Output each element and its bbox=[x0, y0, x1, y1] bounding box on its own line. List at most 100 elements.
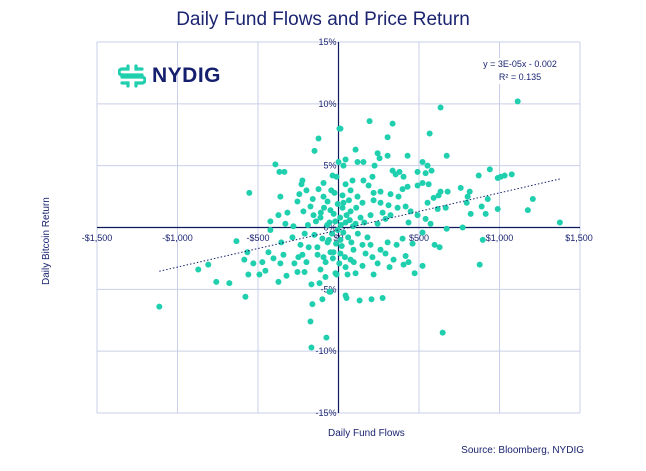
data-point bbox=[301, 230, 308, 237]
data-point bbox=[377, 188, 384, 195]
data-point bbox=[309, 196, 316, 203]
data-point bbox=[245, 271, 252, 278]
data-point bbox=[320, 193, 327, 200]
data-point bbox=[457, 184, 464, 191]
data-point bbox=[277, 260, 284, 267]
data-point bbox=[364, 234, 371, 241]
data-point bbox=[464, 193, 471, 200]
data-point bbox=[439, 329, 446, 336]
data-point bbox=[467, 210, 474, 217]
data-point bbox=[347, 187, 354, 194]
data-points bbox=[156, 98, 563, 351]
data-point bbox=[400, 173, 407, 180]
data-point bbox=[354, 158, 361, 165]
data-point bbox=[428, 167, 435, 174]
data-point bbox=[327, 288, 334, 295]
data-point bbox=[303, 259, 310, 266]
data-point bbox=[310, 212, 317, 219]
data-point bbox=[342, 264, 349, 271]
y-tick-label: 0% bbox=[323, 223, 336, 233]
data-point bbox=[337, 222, 344, 229]
data-point bbox=[359, 199, 366, 206]
x-tick-label: -$500 bbox=[246, 233, 269, 243]
data-point bbox=[402, 252, 409, 259]
data-point bbox=[334, 201, 341, 208]
data-point bbox=[374, 260, 381, 267]
data-point bbox=[297, 241, 304, 248]
data-point bbox=[205, 261, 212, 268]
data-point bbox=[459, 224, 466, 231]
data-point bbox=[329, 255, 336, 262]
data-point bbox=[369, 254, 376, 261]
trendline-equation: y = 3E-05x - 0.002 R² = 0.135 bbox=[470, 58, 570, 84]
data-point bbox=[414, 168, 421, 175]
data-point bbox=[476, 261, 483, 268]
data-point bbox=[299, 251, 306, 258]
data-point bbox=[345, 197, 352, 204]
data-point bbox=[325, 236, 332, 243]
data-point bbox=[267, 218, 274, 225]
data-point bbox=[324, 222, 331, 229]
data-point bbox=[307, 318, 314, 325]
nydig-logo-icon bbox=[118, 64, 146, 88]
data-point bbox=[370, 197, 377, 204]
data-point bbox=[317, 214, 324, 221]
data-point bbox=[426, 130, 433, 137]
data-point bbox=[246, 189, 253, 196]
data-point bbox=[365, 182, 372, 189]
data-point bbox=[337, 125, 344, 132]
data-point bbox=[444, 188, 451, 195]
data-point bbox=[443, 152, 450, 159]
y-tick-label: 10% bbox=[318, 99, 336, 109]
data-point bbox=[360, 177, 367, 184]
data-point bbox=[352, 270, 359, 277]
logo-text: NYDIG bbox=[152, 64, 222, 87]
data-point bbox=[333, 240, 340, 247]
data-point bbox=[371, 162, 378, 169]
data-point bbox=[405, 219, 412, 226]
data-point bbox=[466, 188, 473, 195]
data-point bbox=[501, 172, 508, 179]
data-point bbox=[384, 152, 391, 159]
data-point bbox=[411, 270, 418, 277]
data-point bbox=[267, 226, 274, 233]
data-point bbox=[345, 234, 352, 241]
data-point bbox=[463, 199, 470, 206]
data-point bbox=[399, 235, 406, 242]
data-point bbox=[386, 264, 393, 271]
data-point bbox=[343, 294, 350, 301]
data-point bbox=[387, 212, 394, 219]
data-point bbox=[424, 199, 431, 206]
data-point bbox=[524, 207, 531, 214]
data-point bbox=[321, 204, 328, 211]
data-point bbox=[374, 220, 381, 227]
data-point bbox=[514, 98, 521, 105]
data-point bbox=[320, 254, 327, 261]
data-point bbox=[244, 249, 251, 256]
data-point bbox=[213, 278, 220, 285]
x-tick-label: -$1,000 bbox=[162, 233, 193, 243]
data-point bbox=[529, 196, 536, 203]
r-squared-text: R² = 0.135 bbox=[498, 72, 542, 82]
data-point bbox=[361, 219, 368, 226]
data-point bbox=[396, 168, 403, 175]
data-point bbox=[419, 179, 426, 186]
data-point bbox=[294, 198, 301, 205]
x-tick-label: $500 bbox=[409, 233, 429, 243]
data-point bbox=[301, 269, 308, 276]
data-point bbox=[384, 239, 391, 246]
data-point bbox=[374, 150, 381, 157]
data-point bbox=[419, 158, 426, 165]
data-point bbox=[344, 271, 351, 278]
data-point bbox=[384, 134, 391, 141]
data-point bbox=[424, 162, 431, 169]
data-point bbox=[342, 181, 349, 188]
data-point bbox=[332, 218, 339, 225]
data-point bbox=[275, 212, 282, 219]
data-point bbox=[322, 273, 329, 280]
data-point bbox=[259, 259, 266, 266]
data-point bbox=[317, 266, 324, 273]
data-point bbox=[315, 135, 322, 142]
data-point bbox=[382, 250, 389, 257]
